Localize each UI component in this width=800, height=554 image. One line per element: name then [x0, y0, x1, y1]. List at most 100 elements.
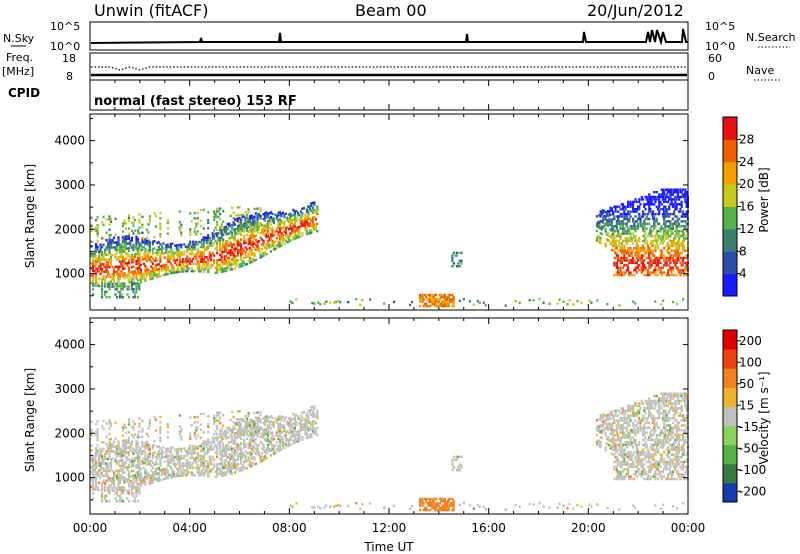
power-cell — [451, 304, 454, 308]
power-cell — [286, 219, 289, 222]
power-cell — [640, 247, 643, 250]
velocity-cell — [256, 449, 259, 453]
velocity-cell — [248, 465, 252, 468]
power-cell — [613, 215, 616, 218]
power-cell — [296, 236, 300, 239]
power-cell — [616, 234, 620, 238]
power-cell — [669, 254, 672, 257]
power-cell — [618, 215, 621, 218]
power-cell — [283, 213, 286, 216]
power-cell — [609, 223, 612, 227]
velocity-cell — [121, 464, 125, 467]
power-cell — [196, 222, 199, 225]
power-cell — [669, 203, 672, 206]
velocity-cell — [153, 475, 156, 479]
velocity-cell — [250, 447, 253, 451]
power-cell — [392, 300, 396, 304]
velocity-cell — [238, 469, 241, 473]
velocity-cell — [251, 425, 255, 428]
power-cell — [237, 249, 240, 252]
power-cell — [620, 232, 623, 235]
power-cell — [278, 218, 282, 221]
velocity-cell — [220, 457, 223, 460]
power-cell — [135, 274, 138, 278]
power-cell — [145, 239, 149, 243]
velocity-cell — [157, 471, 160, 475]
power-cell — [664, 225, 667, 228]
power-cell — [100, 288, 104, 291]
power-cell — [651, 244, 655, 247]
power-cell — [280, 234, 283, 237]
power-cell — [599, 232, 602, 235]
velocity-cell — [126, 497, 129, 500]
velocity-cell — [293, 429, 297, 432]
velocity-cell — [205, 464, 208, 468]
power-cell — [220, 251, 223, 254]
velocity-cell — [135, 442, 138, 445]
power-cell — [641, 210, 645, 213]
velocity-cell — [265, 456, 268, 460]
velocity-cell — [283, 417, 286, 420]
velocity-cell — [262, 429, 265, 432]
velocity-cell — [147, 427, 150, 430]
power-cell — [451, 298, 454, 301]
velocity-cell — [132, 459, 135, 463]
velocity-cell — [222, 474, 225, 477]
velocity-cell — [93, 464, 96, 467]
power-cell — [280, 236, 283, 240]
velocity-cell — [198, 474, 201, 477]
velocity-cell — [127, 482, 131, 486]
velocity-cell — [157, 445, 160, 448]
date-title: 20/Jun/2012 — [587, 1, 684, 20]
velocity-cell — [226, 456, 229, 459]
power-cell — [621, 266, 625, 269]
power-cell — [244, 226, 247, 230]
power-cell — [235, 242, 238, 245]
power-cell — [484, 304, 487, 307]
power-cell — [130, 285, 134, 288]
velocity-cell — [169, 459, 172, 462]
velocity-cell — [450, 502, 453, 505]
power-cell — [217, 268, 220, 272]
velocity-cell — [216, 438, 219, 442]
power-cell — [678, 198, 681, 201]
power-cell — [663, 254, 666, 257]
power-cell — [277, 231, 280, 234]
power-cell — [669, 239, 672, 243]
power-cell — [266, 242, 270, 245]
velocity-cell — [620, 477, 623, 481]
power-cell — [675, 251, 678, 255]
power-cell — [590, 301, 593, 304]
power-cell — [650, 244, 653, 247]
velocity-cell — [130, 440, 134, 444]
velocity-cell — [207, 440, 210, 444]
power-cell — [612, 227, 615, 231]
velocity-cell — [153, 473, 156, 476]
power-cell — [678, 271, 681, 274]
power-cell — [305, 223, 308, 226]
power-cell — [674, 249, 677, 252]
velocity-cell — [245, 437, 249, 440]
velocity-cell — [253, 438, 256, 442]
power-cell — [109, 275, 113, 279]
power-cell — [202, 268, 205, 271]
velocity-cell — [271, 421, 274, 425]
velocity-cell — [286, 445, 289, 448]
power-cell — [624, 229, 627, 233]
velocity-cell — [232, 432, 235, 436]
power-cell — [654, 273, 657, 277]
velocity-cell — [216, 468, 219, 471]
power-cell — [658, 210, 661, 213]
velocity-cell — [620, 446, 623, 449]
power-cell — [127, 271, 131, 274]
power-cell — [620, 215, 623, 218]
power-cell — [277, 223, 280, 227]
power-cell — [229, 241, 232, 245]
power-cell — [207, 268, 210, 271]
velocity-cell — [124, 461, 128, 464]
velocity-cell — [597, 439, 600, 442]
velocity-cell — [150, 459, 153, 463]
velocity-cell — [129, 484, 132, 488]
power-cell — [254, 229, 258, 232]
power-cell — [121, 235, 125, 239]
